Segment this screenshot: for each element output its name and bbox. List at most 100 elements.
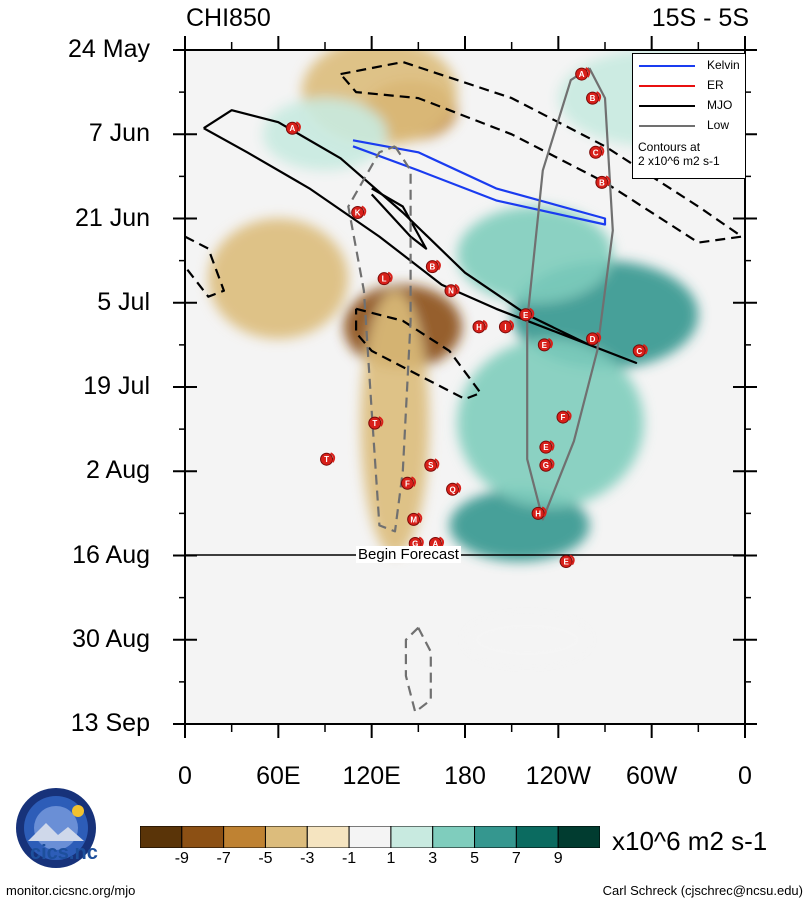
storm-marker-dot	[377, 272, 391, 286]
storm-marker: N	[444, 283, 460, 298]
storm-marker-dot	[400, 476, 414, 490]
storm-marker-dot	[586, 91, 600, 105]
storm-marker-dot	[444, 284, 458, 298]
colorbar-swatch	[348, 826, 392, 848]
colorbar-swatch	[557, 826, 600, 848]
storm-marker: C	[589, 145, 605, 159]
storm-marker: G	[539, 458, 555, 472]
storm-marker-dot	[531, 506, 545, 520]
storm-marker-label: D	[590, 335, 596, 344]
storm-marker-label: H	[535, 509, 541, 518]
colorbar-label: 3	[428, 850, 438, 867]
x-tick-label: 0	[738, 762, 752, 790]
storm-marker-dot	[446, 482, 460, 496]
y-tick-label: 5 Jul	[97, 287, 150, 316]
storm-marker-dot	[285, 121, 299, 135]
storm-marker-dot	[595, 175, 609, 189]
legend-label: Low	[707, 118, 730, 132]
storm-marker-label: T	[372, 419, 377, 428]
contour-low	[404, 626, 432, 714]
storm-marker-dot	[351, 205, 365, 219]
legend-label: ER	[707, 78, 724, 92]
cics-logo	[16, 788, 96, 868]
storm-marker-tail	[330, 452, 336, 463]
storm-marker: S	[424, 458, 440, 472]
storm-marker-label: M	[410, 515, 417, 524]
storm-marker-label: A	[433, 539, 439, 548]
y-tick-label: 30 Aug	[72, 624, 150, 653]
storm-marker: A	[285, 121, 301, 135]
begin-forecast-label: Begin Forecast	[356, 546, 461, 563]
storm-marker-label: N	[448, 287, 454, 296]
y-tick-label: 24 May	[68, 35, 150, 63]
field-blob	[262, 98, 388, 171]
contour-kelvin	[352, 139, 607, 226]
storm-marker-dot	[589, 145, 603, 159]
storm-marker-label: S	[428, 461, 434, 470]
storm-marker-tail	[361, 205, 367, 217]
storm-marker-tail	[410, 476, 417, 487]
storm-marker-tail	[642, 343, 648, 355]
y-tick-label: 21 Jun	[74, 203, 150, 232]
x-tick-label: 120E	[342, 762, 401, 790]
field-blob	[457, 338, 644, 508]
storm-marker: B	[595, 175, 611, 189]
storm-marker: E	[537, 337, 553, 352]
storm-marker-tail	[438, 536, 445, 548]
storm-marker-label: E	[543, 443, 549, 452]
storm-marker-label: E	[523, 311, 529, 320]
storm-marker-dot	[320, 452, 334, 466]
storm-marker-tail	[605, 175, 611, 186]
storm-marker-dot	[519, 308, 533, 322]
storm-marker: F	[400, 476, 417, 490]
storm-marker: L	[377, 271, 393, 286]
logo-text: cics.nc	[30, 842, 98, 864]
storm-marker-label: A	[289, 124, 295, 133]
storm-marker-tail	[456, 482, 462, 493]
storm-marker-label: G	[412, 539, 418, 548]
legend-label: Kelvin	[707, 58, 740, 72]
storm-marker: A	[575, 67, 591, 81]
storm-marker: E	[559, 554, 575, 569]
storm-marker-dot	[537, 338, 551, 352]
storm-marker: B	[425, 259, 441, 274]
legend-note-line1: Contours at	[638, 140, 701, 154]
storm-marker-tail	[566, 410, 572, 421]
storm-marker-dot	[424, 458, 438, 472]
storm-marker-tail	[569, 554, 575, 566]
legend-note-line2: 2 x10^6 m2 s-1	[638, 154, 720, 168]
storm-marker-tail	[417, 512, 423, 523]
x-tick-label: 180	[444, 762, 486, 790]
storm-marker-tail	[418, 536, 424, 548]
storm-marker-label: G	[543, 461, 549, 470]
storm-marker-tail	[434, 458, 440, 469]
storm-marker-dot	[425, 260, 439, 274]
storm-marker-dot	[632, 344, 646, 358]
storm-marker-label: K	[355, 208, 361, 217]
chart-title-left: CHI850	[186, 4, 271, 32]
storm-marker-label: Q	[449, 485, 455, 494]
storm-marker-dot	[407, 512, 421, 526]
colorbar-label: -7	[216, 850, 231, 867]
storm-marker-dot	[559, 555, 573, 569]
storm-marker-tail	[596, 91, 602, 102]
storm-marker: T	[320, 452, 336, 466]
contour-mjo	[203, 109, 638, 364]
storm-marker-tail	[541, 506, 547, 517]
colorbar-label: -9	[174, 850, 189, 867]
x-tick-label: 0	[178, 762, 192, 790]
storm-marker-tail	[295, 121, 301, 132]
storm-marker-label: C	[636, 347, 642, 356]
storm-marker-tail	[482, 319, 488, 331]
colorbar-units: x10^6 m2 s-1	[612, 826, 768, 856]
field-blob	[360, 290, 430, 556]
x-tick-label: 120W	[525, 762, 591, 790]
storm-marker-dot	[368, 416, 382, 430]
storm-marker: T	[368, 416, 384, 430]
storm-marker-label: E	[563, 558, 569, 567]
storm-marker-tail	[378, 416, 384, 427]
footer-url[interactable]: monitor.cicsnc.org/mjo	[6, 883, 136, 898]
colorbar-label: 9	[553, 850, 563, 867]
wave-contours	[185, 60, 744, 714]
colorbar-swatch	[264, 826, 308, 848]
